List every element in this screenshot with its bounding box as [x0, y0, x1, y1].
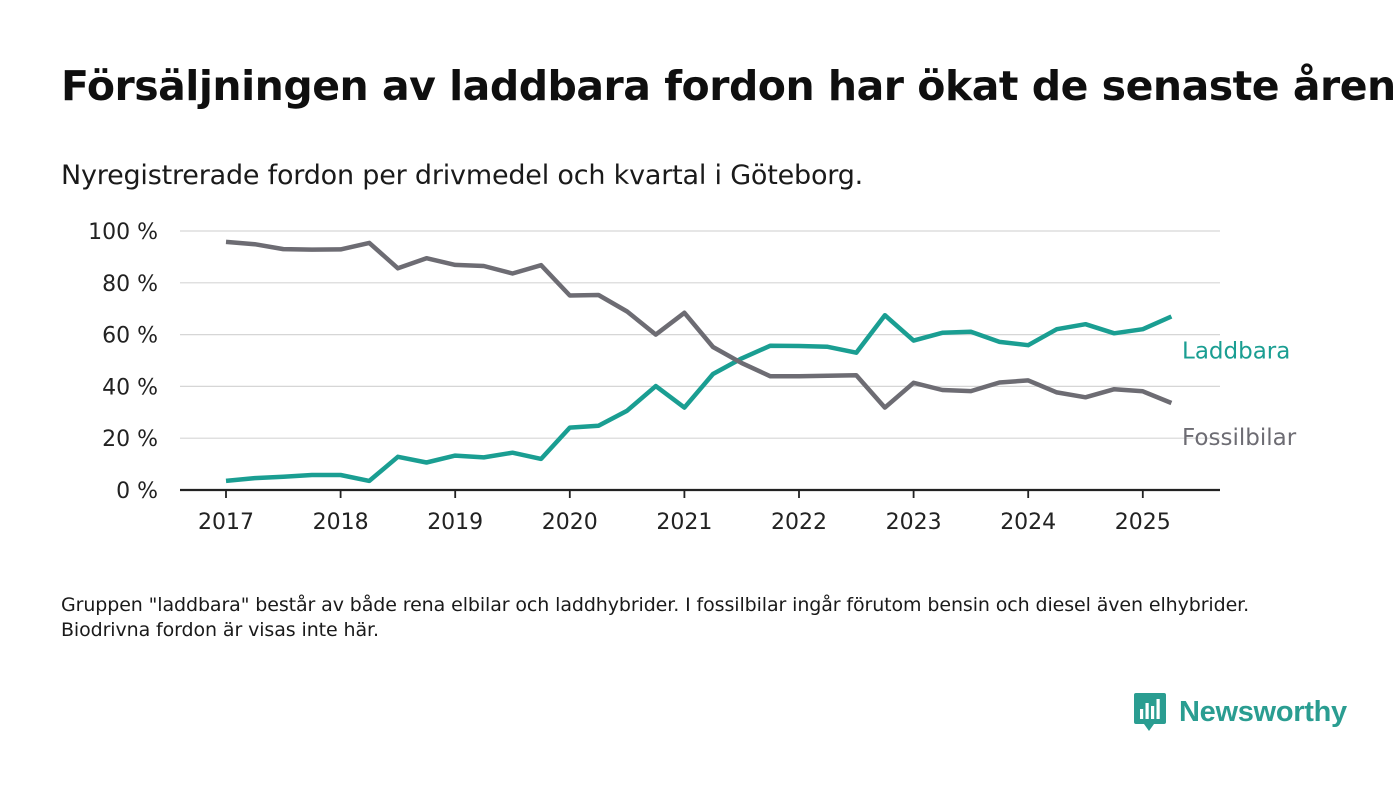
x-tick-label: 2021 [656, 510, 712, 535]
x-tick-label: 2018 [313, 510, 369, 535]
y-axis-tick-labels: 0 % 20 % 40 % 60 % 80 % 100 % [88, 220, 158, 504]
x-axis-ticks: 2017 2018 2019 2020 2021 2022 2023 2024 2025 [198, 490, 1171, 535]
chart-subtitle: Nyregistrerade fordon per drivmedel och … [61, 160, 864, 191]
series-labels: Laddbara Fossilbilar [1182, 338, 1297, 451]
y-tick-label: 40 % [102, 375, 158, 400]
newsworthy-logo[interactable]: Newsworthy [1133, 692, 1347, 732]
x-tick-label: 2019 [427, 510, 483, 535]
x-tick-label: 2020 [542, 510, 598, 535]
x-tick-label: 2023 [886, 510, 942, 535]
series-lines [225, 239, 1173, 484]
x-tick-label: 2025 [1115, 510, 1171, 535]
newsworthy-chart-bubble-icon [1134, 693, 1166, 731]
brand-name: Newsworthy [1179, 695, 1347, 728]
chart-footnote: Gruppen "laddbara" består av både rena e… [61, 594, 1250, 641]
series-label-laddbara: Laddbara [1182, 338, 1290, 364]
y-tick-label: 80 % [102, 272, 158, 297]
y-tick-label: 100 % [88, 220, 158, 245]
y-tick-label: 20 % [102, 427, 158, 452]
series-label-fossilbilar: Fossilbilar [1182, 425, 1297, 451]
x-tick-label: 2017 [198, 510, 254, 535]
y-tick-label: 60 % [102, 324, 158, 349]
series-line-fossilbilar [225, 239, 1173, 410]
series-line-laddbara [225, 312, 1173, 484]
chart-title: Försäljningen av laddbara fordon har öka… [61, 62, 1396, 110]
x-tick-label: 2024 [1000, 510, 1056, 535]
y-tick-label: 0 % [116, 479, 158, 504]
x-tick-label: 2022 [771, 510, 827, 535]
